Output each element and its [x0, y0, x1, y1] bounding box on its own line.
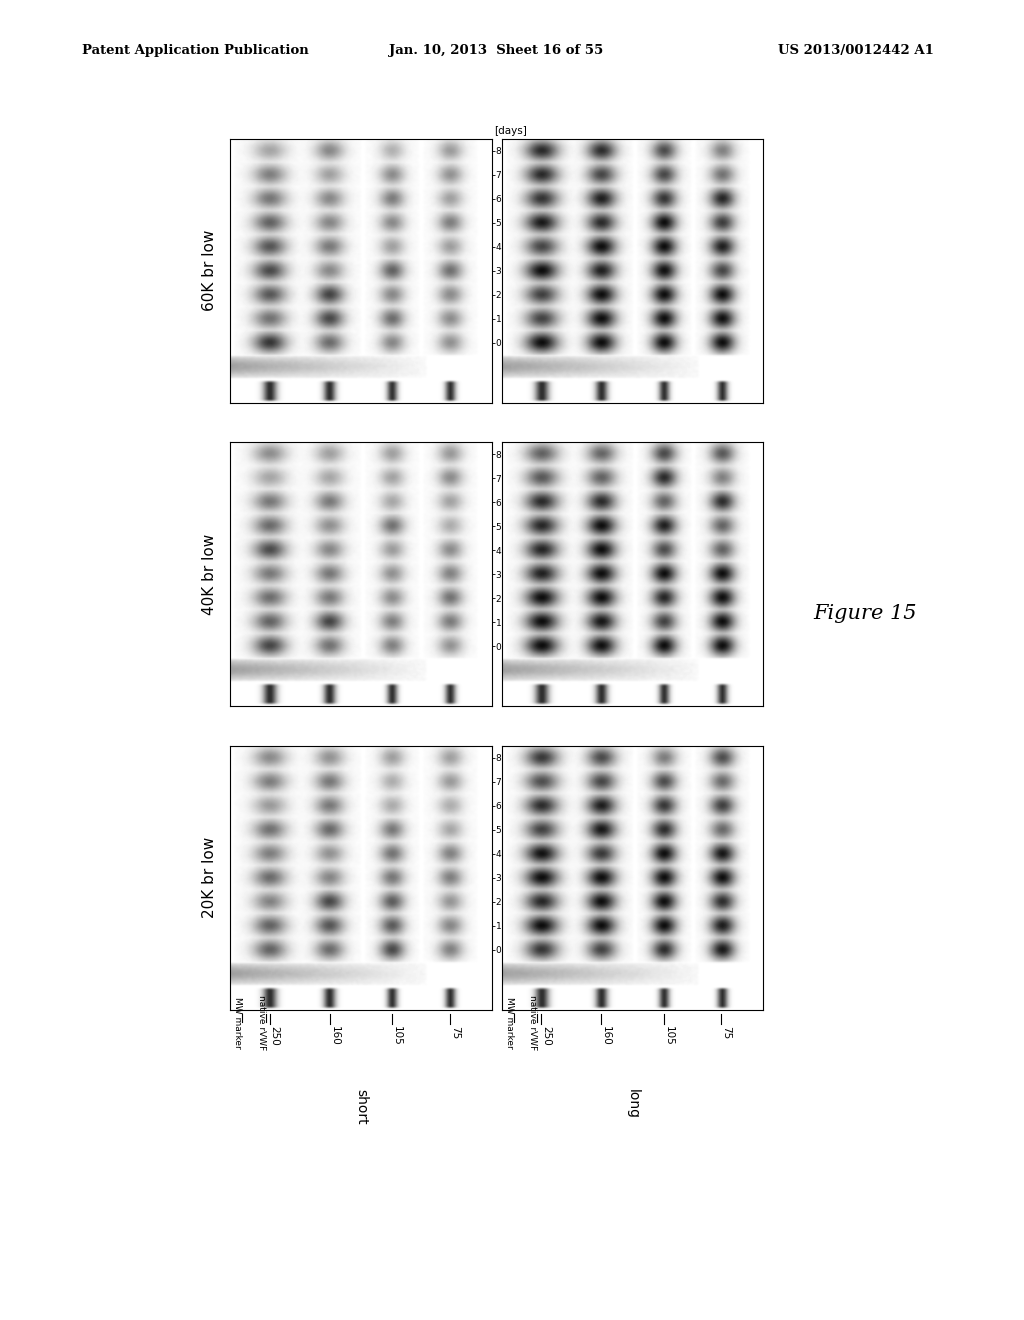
Text: 160: 160	[601, 1026, 611, 1045]
Text: MW marker: MW marker	[233, 997, 243, 1049]
Text: Figure 15: Figure 15	[813, 605, 918, 623]
Text: 40K br low: 40K br low	[203, 533, 217, 615]
Text: 160: 160	[330, 1026, 340, 1045]
Text: 250: 250	[541, 1026, 551, 1045]
Text: 75: 75	[721, 1026, 731, 1039]
Text: native rVWF: native rVWF	[257, 995, 266, 1051]
Text: 250: 250	[269, 1026, 280, 1045]
Text: 75: 75	[450, 1026, 460, 1039]
Text: Patent Application Publication: Patent Application Publication	[82, 44, 308, 57]
Text: 60K br low: 60K br low	[203, 230, 217, 312]
Text: short: short	[354, 1089, 368, 1125]
Text: [days]: [days]	[495, 125, 527, 136]
Text: 105: 105	[664, 1026, 674, 1045]
Text: 20K br low: 20K br low	[203, 837, 217, 919]
Text: native rVWF: native rVWF	[528, 995, 538, 1051]
Text: US 2013/0012442 A1: US 2013/0012442 A1	[778, 44, 934, 57]
Text: 105: 105	[392, 1026, 402, 1045]
Text: MW marker: MW marker	[505, 997, 514, 1049]
Text: Jan. 10, 2013  Sheet 16 of 55: Jan. 10, 2013 Sheet 16 of 55	[389, 44, 603, 57]
Text: long: long	[626, 1089, 639, 1119]
